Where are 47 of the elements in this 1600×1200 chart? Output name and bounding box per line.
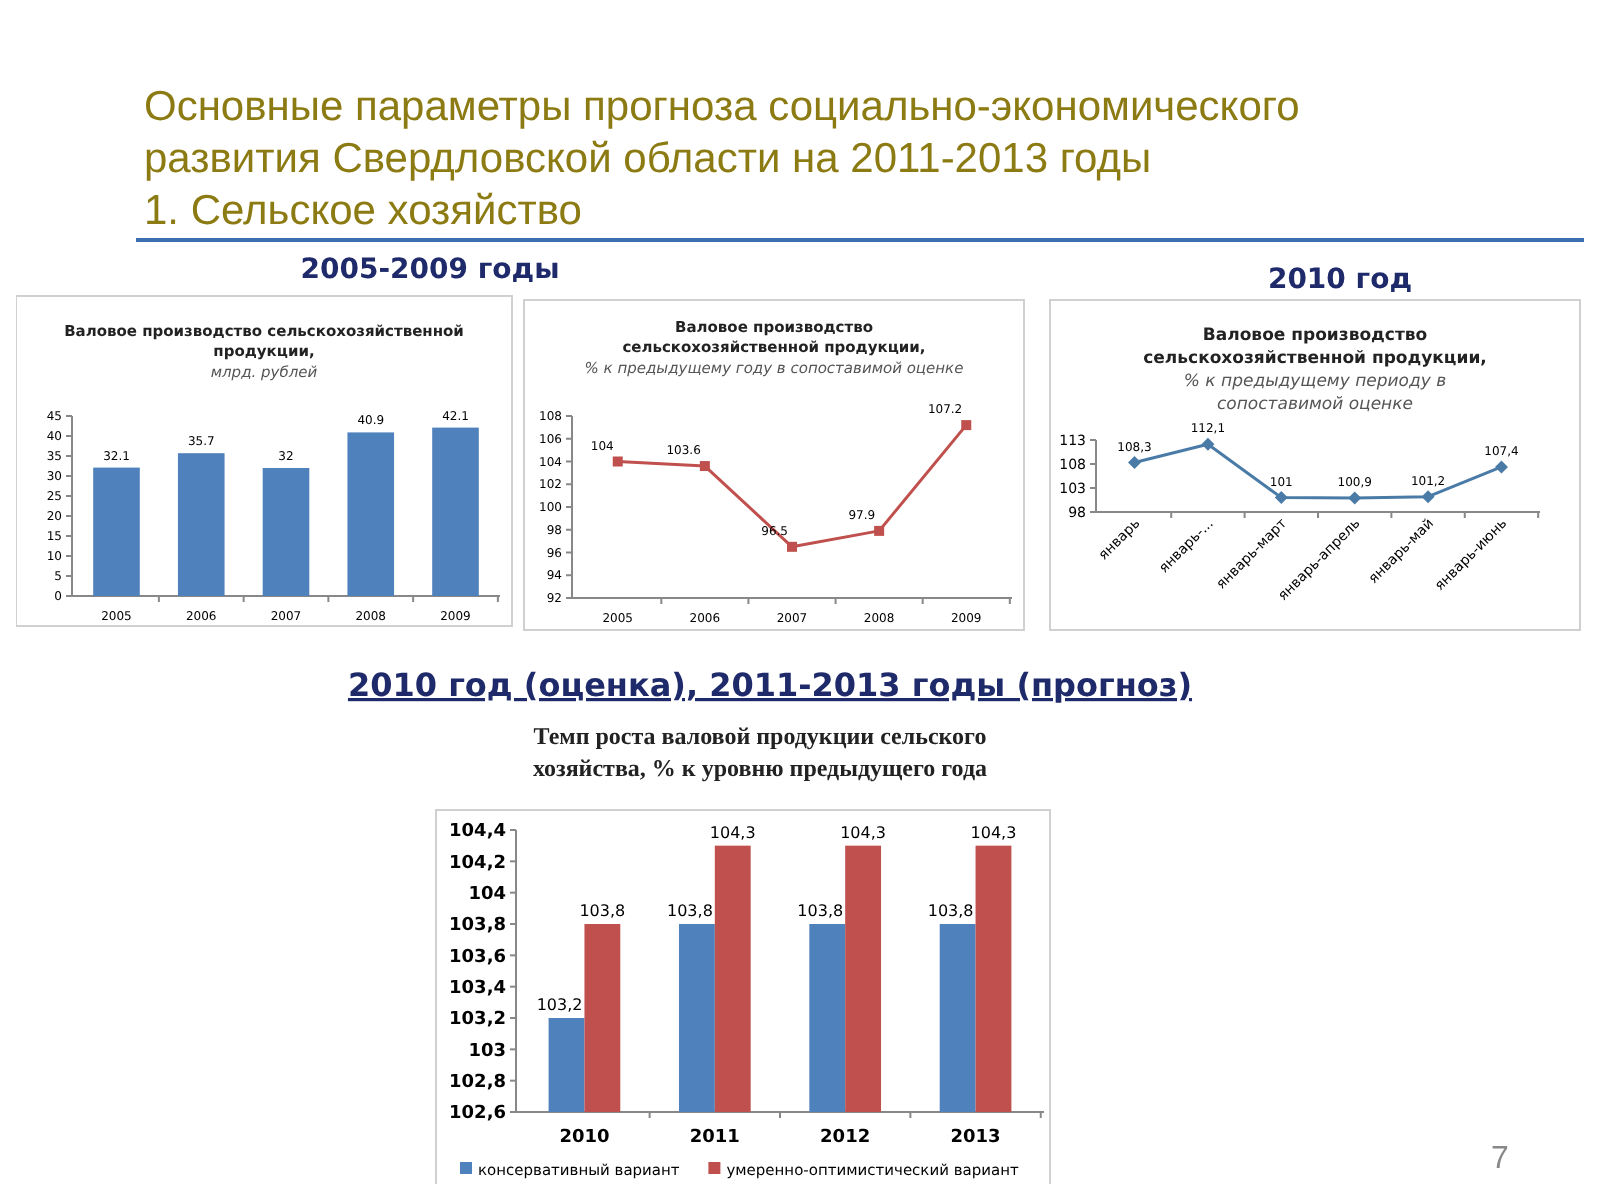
- point: [1128, 456, 1142, 470]
- chart-subtitle: % к предыдущему периоду в сопоставимой оценке: [1183, 371, 1447, 415]
- data-label: 103,8: [797, 902, 844, 920]
- chart-title: Валовое производство сельскохозяйственной продукции,: [1143, 326, 1487, 369]
- text: 7: [1491, 1142, 1510, 1176]
- data-label: 103,8: [579, 902, 626, 920]
- point: [1348, 491, 1362, 505]
- data-label: 103,8: [927, 902, 974, 920]
- x-tick-label: 2013: [950, 1128, 1001, 1148]
- bar: [432, 427, 479, 596]
- point: [1274, 491, 1288, 505]
- x-tick-label: 2010: [559, 1128, 610, 1148]
- text: 2010 год (оценка), 2011-2013 годы (прогноз): [347, 666, 1193, 704]
- x-tick-label: 2012: [820, 1128, 871, 1148]
- y-tick-label: 103,8: [449, 916, 506, 937]
- y-tick-label: 104,2: [449, 853, 506, 874]
- text: развития Свердловской области на 2011-2013 годы: [144, 136, 1152, 182]
- y-tick-label: 103,2: [449, 1010, 506, 1031]
- y-tick-label: 102,8: [449, 1072, 506, 1093]
- data-label: 104,3: [840, 823, 887, 842]
- point: [699, 461, 710, 472]
- x-tick-label: 2011: [689, 1128, 740, 1148]
- point: [612, 456, 623, 467]
- y-tick-label: 103,4: [449, 978, 506, 999]
- text: 2005-2009 годы: [300, 254, 560, 286]
- text: 2010 год: [1267, 264, 1413, 296]
- y-tick-label: 102,6: [449, 1104, 506, 1125]
- chart-title: Темп роста валовой продукции сельского хозяйства, % к уровню предыдущего года: [532, 722, 988, 783]
- y-tick-label: 104,4: [449, 822, 506, 843]
- point: [787, 541, 797, 552]
- y-tick-label: 103: [468, 1041, 506, 1062]
- point: [874, 525, 885, 536]
- bar: [347, 432, 395, 596]
- data-label: 104,3: [970, 823, 1017, 842]
- text: Основные параметры прогноза социально-экономического: [144, 84, 1300, 130]
- bar: [177, 453, 225, 596]
- point: [1201, 437, 1215, 451]
- data-label: 104,3: [709, 823, 756, 842]
- y-tick-label: 104: [468, 884, 506, 905]
- point: [961, 420, 972, 431]
- y-tick-label: 103,6: [449, 947, 506, 968]
- data-label: 103,8: [667, 902, 713, 920]
- bar: [262, 468, 310, 596]
- point: [1421, 490, 1435, 504]
- text: 1. Сельское хозяйство: [144, 188, 582, 234]
- bar: [93, 467, 140, 596]
- point: [1494, 460, 1508, 474]
